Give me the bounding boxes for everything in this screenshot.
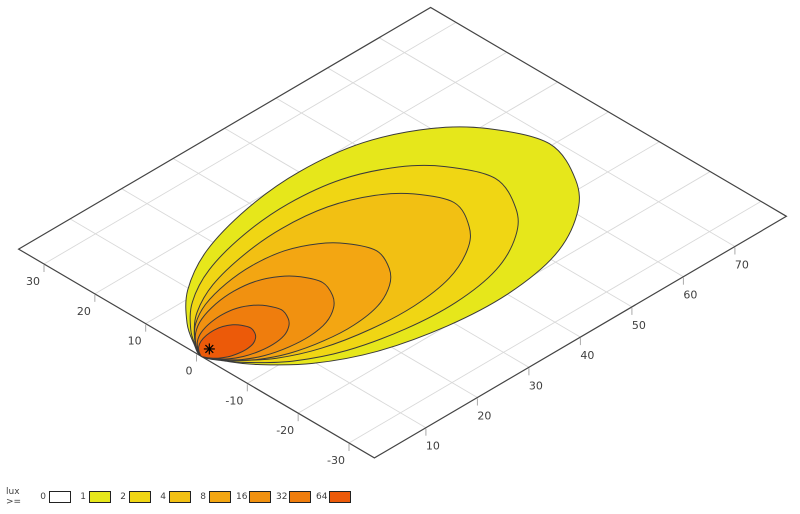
legend-value: 2 bbox=[120, 492, 126, 502]
legend-value: 0 bbox=[40, 492, 46, 502]
legend-item-64: 64 bbox=[316, 491, 356, 503]
x-tick-label: 20 bbox=[477, 410, 491, 423]
legend-value: 32 bbox=[276, 492, 288, 502]
legend-swatch bbox=[249, 491, 271, 503]
plot-border bbox=[17, 6, 788, 459]
legend-swatch bbox=[209, 491, 231, 503]
legend-item-8: 8 bbox=[196, 491, 236, 503]
legend-item-0: 0 bbox=[36, 491, 76, 503]
legend-value: 16 bbox=[236, 492, 248, 502]
x-tick-label: 40 bbox=[580, 349, 594, 362]
y-tick-label: 10 bbox=[128, 335, 142, 348]
y-tick-label: 30 bbox=[26, 275, 40, 288]
legend-item-4: 4 bbox=[156, 491, 196, 503]
legend-swatch bbox=[129, 491, 151, 503]
y-tick-label: 0 bbox=[186, 365, 193, 378]
legend-value: 4 bbox=[160, 492, 166, 502]
legend-swatch bbox=[329, 491, 351, 503]
grid-line-y bbox=[348, 201, 762, 444]
grid-line-y bbox=[43, 22, 457, 265]
y-tick-label: -20 bbox=[276, 424, 294, 437]
legend-item-16: 16 bbox=[236, 491, 276, 503]
y-tick-label: -30 bbox=[327, 454, 345, 467]
legend-swatch bbox=[169, 491, 191, 503]
source-asterisk-marker bbox=[205, 344, 214, 354]
y-tick-label: -10 bbox=[225, 394, 243, 407]
y-tick-label: 20 bbox=[77, 305, 91, 318]
legend-title: lux >= bbox=[6, 487, 22, 507]
legend-swatch bbox=[49, 491, 71, 503]
contour-level-64 bbox=[198, 324, 257, 359]
legend-swatch bbox=[289, 491, 311, 503]
legend-value: 64 bbox=[316, 492, 328, 502]
x-tick-label: 30 bbox=[529, 379, 543, 392]
legend-value: 1 bbox=[80, 492, 86, 502]
x-tick-label: 50 bbox=[632, 319, 646, 332]
legend-item-1: 1 bbox=[76, 491, 116, 503]
lux-legend: lux >= 0 1 2 4 8 16 32 64 bbox=[6, 487, 356, 507]
legend-value: 8 bbox=[200, 492, 206, 502]
x-tick-label: 60 bbox=[683, 289, 697, 302]
x-tick-label: 70 bbox=[735, 259, 749, 272]
x-tick-label: 10 bbox=[426, 440, 440, 453]
legend-swatch bbox=[89, 491, 111, 503]
legend-item-2: 2 bbox=[116, 491, 156, 503]
legend-item-32: 32 bbox=[276, 491, 316, 503]
